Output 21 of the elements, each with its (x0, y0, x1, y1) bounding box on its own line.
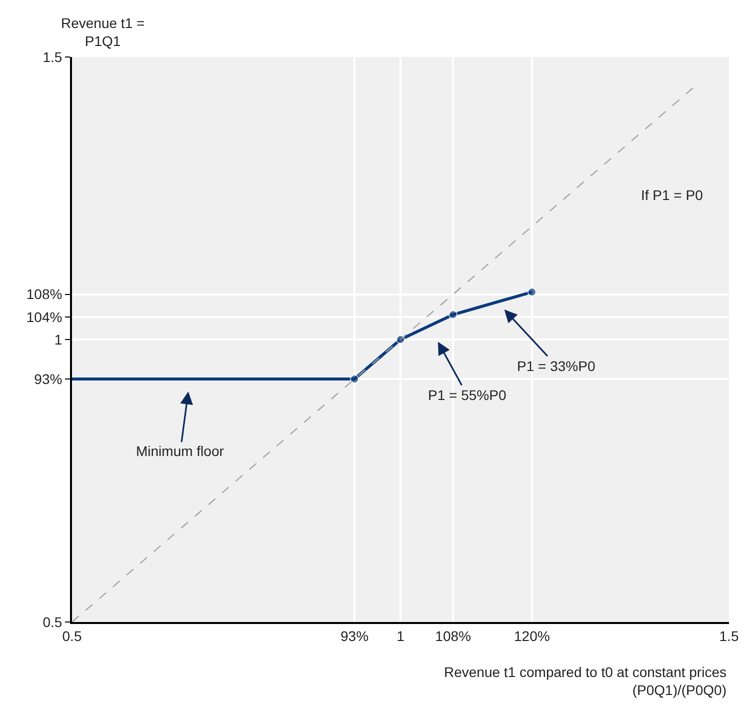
x-tick-label: 120% (514, 628, 550, 644)
y-tick-label: 1 (54, 331, 62, 348)
point (350, 374, 360, 384)
y-tick-label: 0.5 (42, 614, 62, 630)
x-tick-label: 108% (435, 628, 471, 644)
y-tick-label: 104% (26, 308, 62, 325)
x-tick-label: 0.5 (62, 628, 82, 644)
point (448, 310, 458, 320)
annotation: Minimum floor (136, 443, 224, 459)
x-tick-label: 1.5 (719, 628, 739, 644)
x-tick-label: 1 (396, 628, 405, 644)
x-axis-title: Revenue t1 compared to t0 at constant prices (P0Q1)/(P0Q0) (444, 664, 726, 698)
annotation: P1 = 55%P0 (428, 387, 506, 403)
y-tick-label: 108% (26, 286, 62, 302)
x-tick-label: 93% (340, 628, 369, 644)
y-tick-label: 93% (34, 370, 62, 387)
point (527, 288, 536, 297)
annotation: If P1 = P0 (641, 187, 704, 203)
annotation: P1 = 33%P0 (517, 358, 596, 374)
y-tick-label: 1.5 (42, 48, 62, 65)
y-axis-title: Revenue t1 = P1Q1 (61, 15, 145, 50)
